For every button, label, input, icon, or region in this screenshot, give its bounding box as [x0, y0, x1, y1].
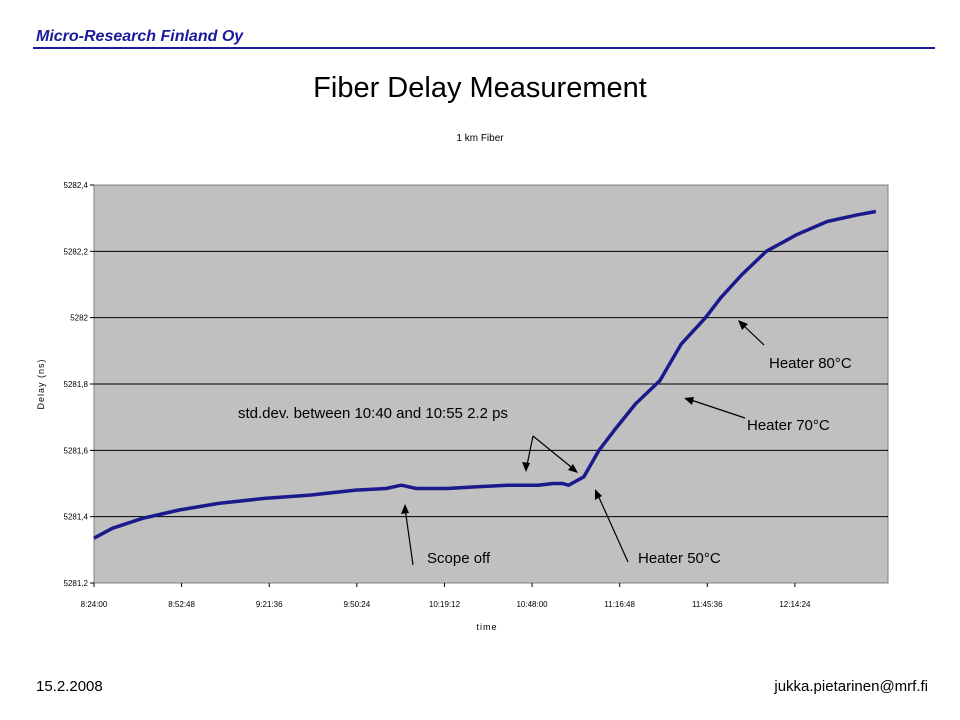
- x-tick-label: 9:21:36: [256, 600, 283, 609]
- annotation-heater-80-arrowhead: [738, 320, 748, 330]
- y-tick-label: 5281,4: [64, 513, 89, 522]
- x-tick-label: 9:50:24: [343, 600, 370, 609]
- footer-date: 15.2.2008: [36, 678, 103, 695]
- x-tick-label: 10:48:00: [516, 600, 548, 609]
- y-tick-label: 5282,2: [64, 247, 89, 256]
- y-tick-label: 5282,4: [64, 181, 89, 190]
- annotation-heater-70: Heater 70°C: [747, 417, 830, 434]
- x-axis-ticks: 8:24:00 8:52:48 9:21:36 9:50:24 10:19:12 10:4…: [81, 583, 811, 609]
- annotation-heater-80: Heater 80°C: [769, 355, 852, 372]
- slide-title: Fiber Delay Measurement: [313, 72, 647, 104]
- annotation-heater-70-arrow: [687, 398, 746, 419]
- annotation-heater-50-arrow: [596, 492, 629, 563]
- annotation-heater-80-arrow: [741, 323, 765, 346]
- y-tick-label: 5281,6: [64, 446, 89, 455]
- annotation-stddev: std.dev. between 10:40 and 10:55 2.2 ps: [238, 405, 508, 422]
- annotation-stddev-arrow-right: [532, 435, 577, 472]
- y-axis-ticks: 5281,2 5281,4 5281,6 5281,8 5282 5282,2 5282,4: [64, 181, 94, 588]
- x-axis-label: time: [476, 622, 497, 632]
- annotation-heater-50: Heater 50°C: [638, 550, 721, 567]
- chart-title: 1 km Fiber: [456, 133, 504, 144]
- x-tick-label: 10:19:12: [429, 600, 461, 609]
- x-tick-label: 8:24:00: [81, 600, 108, 609]
- header-rule: [33, 47, 935, 49]
- annotation-heater-70-arrowhead: [684, 397, 694, 405]
- annotation-scope-off-arrow: [404, 507, 414, 566]
- x-tick-label: 12:14:24: [779, 600, 811, 609]
- footer-email: jukka.pietarinen@mrf.fi: [774, 678, 928, 695]
- y-axis-label: Delay (ns): [36, 358, 46, 409]
- y-tick-label: 5281,2: [64, 579, 89, 588]
- y-tick-label: 5281,8: [64, 380, 89, 389]
- annotation-scope-off-arrowhead: [401, 504, 409, 514]
- x-tick-label: 11:45:36: [692, 600, 723, 609]
- annotation-stddev-arrowhead-right: [568, 464, 578, 473]
- y-tick-label: 5282: [70, 314, 88, 323]
- annotation-scope-off: Scope off: [427, 550, 491, 567]
- x-tick-label: 11:16:48: [604, 600, 635, 609]
- annotation-heater-50-arrowhead: [595, 489, 602, 500]
- x-tick-label: 8:52:48: [168, 600, 195, 609]
- company-name: Micro-Research Finland Oy: [36, 28, 244, 45]
- gridlines: [94, 250, 888, 518]
- annotation-stddev-arrowhead-left: [522, 462, 530, 472]
- series-line-delay: [93, 209, 877, 540]
